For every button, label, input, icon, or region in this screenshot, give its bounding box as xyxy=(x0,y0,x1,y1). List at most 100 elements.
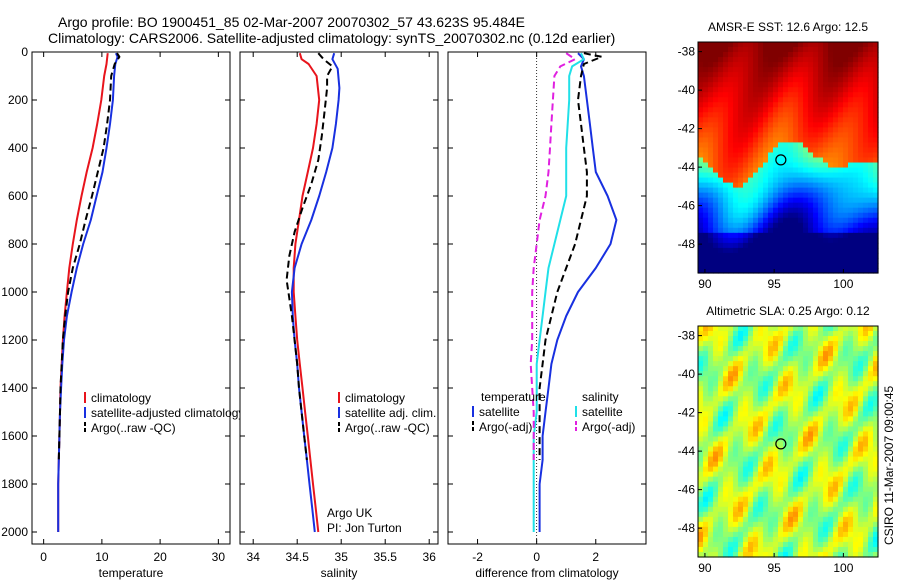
sla_map-cell xyxy=(728,386,734,392)
sla_map-cell xyxy=(728,331,734,337)
sla_map-cell xyxy=(728,451,734,458)
sla_map-cell xyxy=(848,486,854,493)
sst_map-cell xyxy=(808,257,814,264)
sst_map-cell xyxy=(773,82,779,88)
sst_map-cell xyxy=(783,227,789,234)
sla_map-cell xyxy=(838,431,844,438)
sla_map-cell xyxy=(738,376,744,382)
sst_map-cell xyxy=(793,77,799,83)
sst_map-cell xyxy=(858,247,864,254)
sst_map-cell xyxy=(748,137,754,144)
sst_map-cell xyxy=(853,262,859,269)
sst_map-cell xyxy=(703,132,709,139)
sst_map-cell xyxy=(818,177,824,184)
sst_map-cell xyxy=(788,202,794,209)
sst_map-cell xyxy=(838,127,844,133)
sla_map-cell xyxy=(788,426,794,433)
sla_map-cell xyxy=(823,376,829,382)
sst_map-cell xyxy=(788,207,794,214)
sla_map-cell xyxy=(833,511,839,518)
sst_map-cell xyxy=(823,212,829,219)
sla_map-cell xyxy=(808,536,814,543)
sla_map-cell xyxy=(798,501,804,508)
sla_map-cell xyxy=(708,376,714,382)
sst_map-cell xyxy=(748,157,754,164)
sla_map-cell xyxy=(753,456,759,463)
sla_map-cell xyxy=(828,506,834,513)
sla_map-cell xyxy=(818,421,824,428)
sla_map-cell xyxy=(753,371,759,377)
sst_map-cell xyxy=(843,222,849,229)
sst_map-cell xyxy=(858,207,864,214)
sla_map-cell xyxy=(843,496,849,503)
sla_map-cell xyxy=(763,501,769,508)
sst_map-cell xyxy=(713,117,719,123)
sst_map-cell xyxy=(868,102,874,108)
sst_map-cell xyxy=(723,132,729,139)
sla_map-cell xyxy=(798,521,804,528)
sla_map-cell xyxy=(863,331,869,337)
sla_map-cell xyxy=(753,541,759,548)
sst_map-cell xyxy=(738,232,744,239)
sla_map-cell xyxy=(803,436,809,443)
sst_map-cell xyxy=(793,132,799,139)
sla_map-cell xyxy=(798,346,804,352)
sst_map-cell xyxy=(808,92,814,98)
sla_map-cell xyxy=(803,466,809,473)
sst_map-cell xyxy=(853,177,859,184)
sst_map-cell xyxy=(868,177,874,184)
sst_map-cell xyxy=(713,57,719,63)
sla_map-cell xyxy=(783,331,789,337)
sst_map-cell xyxy=(818,52,824,58)
sla_map-cell xyxy=(783,391,789,397)
sla_map-cell xyxy=(853,486,859,493)
sla_map-cell xyxy=(708,531,714,538)
sst_map-cell xyxy=(798,52,804,58)
sst_map-cell xyxy=(838,132,844,139)
sst_map-cell xyxy=(828,82,834,88)
sst_map-cell xyxy=(833,52,839,58)
sla_map-cell xyxy=(738,481,744,488)
sla_map-cell xyxy=(833,536,839,543)
sla_map-cell xyxy=(803,521,809,528)
sst_map-cell xyxy=(838,72,844,78)
sst_map-cell xyxy=(708,82,714,88)
sst_map-cell xyxy=(748,247,754,254)
sst_map-cell xyxy=(798,107,804,113)
sst_map-cell xyxy=(723,107,729,113)
sst_map-cell xyxy=(758,232,764,239)
sst_map-cell xyxy=(833,192,839,199)
sst_map-cell xyxy=(753,142,759,149)
sla_map-cell xyxy=(713,346,719,352)
sst_map-cell xyxy=(698,222,704,229)
sst_map-cell xyxy=(708,87,714,93)
sst_map-cell xyxy=(708,182,714,189)
sst_map-cell xyxy=(798,152,804,159)
sla_map-cell xyxy=(733,541,739,548)
sst_map-cell xyxy=(793,242,799,249)
sla_map-cell xyxy=(758,551,764,558)
sla_map-cell xyxy=(833,551,839,558)
sst_map-cell xyxy=(768,122,774,128)
sla_map-cell xyxy=(818,466,824,473)
sst_map-cell xyxy=(813,147,819,154)
sla_map-cell xyxy=(873,541,879,548)
sla_map-cell xyxy=(803,516,809,523)
sst_map-cell xyxy=(813,97,819,103)
sst_map-cell xyxy=(788,92,794,98)
sla_map-cell xyxy=(738,401,744,407)
sla_map-cell xyxy=(703,486,709,493)
sla_map-cell xyxy=(868,501,874,508)
sst_map-cell xyxy=(803,142,809,149)
sst_map-cell xyxy=(863,47,869,53)
sla_map-cell xyxy=(863,471,869,478)
sst_map-cell xyxy=(733,242,739,249)
sla_map-cell xyxy=(823,396,829,402)
sst_map-cell xyxy=(848,247,854,254)
sla_map-cell xyxy=(818,356,824,362)
sst_map-cell xyxy=(793,72,799,78)
sla_map-cell xyxy=(823,436,829,443)
sst_map-cell xyxy=(873,42,879,48)
sla_map-cell xyxy=(798,356,804,362)
sla_map-cell xyxy=(828,436,834,443)
